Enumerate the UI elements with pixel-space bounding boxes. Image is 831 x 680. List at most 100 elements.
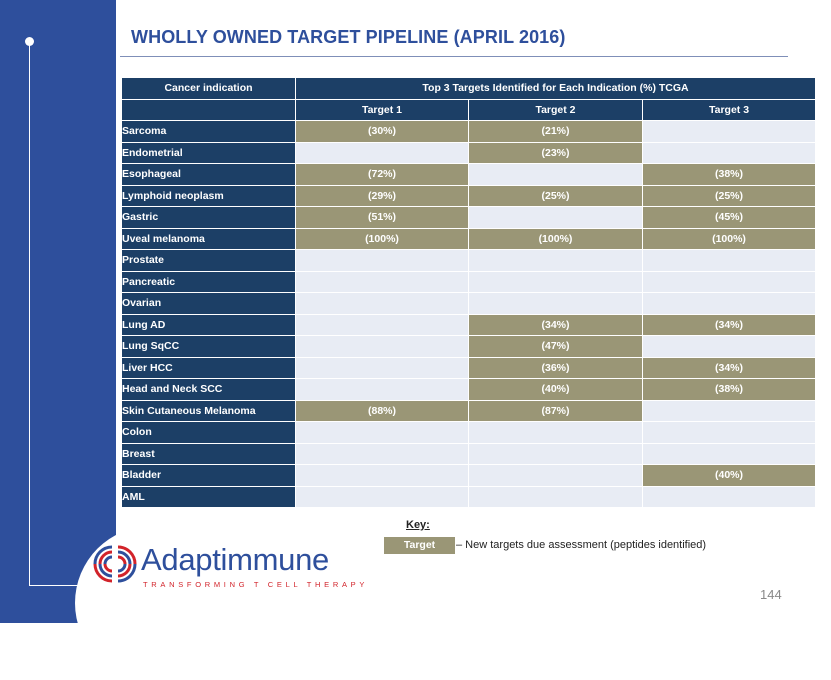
empty-target-cell xyxy=(641,335,817,358)
target-2-header: Target 2 xyxy=(468,98,643,121)
target-percentage-cell: (87%) xyxy=(468,399,643,422)
page-number: 144 xyxy=(760,587,782,602)
target-pipeline-table: Cancer indication Top 3 Targets Identifi… xyxy=(121,77,817,508)
empty-target-cell xyxy=(468,442,643,465)
empty-target-cell xyxy=(295,335,469,358)
indication-cell: Liver HCC xyxy=(121,356,296,379)
table-row: Sarcoma (30%) (21%) xyxy=(121,120,817,143)
empty-target-cell xyxy=(641,442,817,465)
target-percentage-cell: (23%) xyxy=(468,141,643,164)
empty-target-cell xyxy=(641,485,817,508)
target-percentage-cell: (100%) xyxy=(295,227,469,250)
empty-target-cell xyxy=(468,292,643,315)
table-row: Skin Cutaneous Melanoma (88%) (87%) xyxy=(121,399,817,422)
target-percentage-cell: (30%) xyxy=(295,120,469,143)
target-1-header: Target 1 xyxy=(295,98,469,121)
empty-target-cell xyxy=(295,464,469,487)
table-row: AML xyxy=(121,485,817,508)
indication-cell: Sarcoma xyxy=(121,120,296,143)
slide-title: WHOLLY OWNED TARGET PIPELINE (APRIL 2016… xyxy=(131,27,566,47)
decorative-dot xyxy=(25,37,34,46)
target-percentage-cell: (45%) xyxy=(641,206,817,229)
target-percentage-cell: (38%) xyxy=(641,163,817,186)
target-percentage-cell: (34%) xyxy=(641,356,817,379)
decorative-line-horizontal xyxy=(29,585,83,586)
empty-target-cell xyxy=(641,249,817,272)
target-percentage-cell: (25%) xyxy=(641,184,817,207)
table-body: Sarcoma (30%) (21%) Endometrial (23%) Esophag… xyxy=(121,120,817,508)
target-percentage-cell: (34%) xyxy=(468,313,643,336)
empty-target-cell xyxy=(641,141,817,164)
indication-cell: Colon xyxy=(121,421,296,444)
indication-cell: Breast xyxy=(121,442,296,465)
table-row: Pancreatic xyxy=(121,270,817,293)
empty-target-cell xyxy=(295,270,469,293)
adaptimmune-logo-mark-icon xyxy=(93,545,137,583)
empty-target-cell xyxy=(468,421,643,444)
left-decorative-band xyxy=(0,0,116,623)
indication-cell: Uveal melanoma xyxy=(121,227,296,250)
key-description: – New targets due assessment (peptides i… xyxy=(456,539,707,551)
table-row: Lung SqCC (47%) xyxy=(121,335,817,358)
table-row: Breast xyxy=(121,442,817,465)
empty-target-cell xyxy=(295,292,469,315)
company-logo: Adaptimmune TRANSFORMING T CELL THERAPY xyxy=(91,541,364,601)
target-percentage-cell: (40%) xyxy=(468,378,643,401)
targets-group-header: Top 3 Targets Identified for Each Indica… xyxy=(294,77,817,100)
target-percentage-cell: (25%) xyxy=(468,184,643,207)
empty-target-cell xyxy=(468,464,643,487)
table-row: Gastric (51%) (45%) xyxy=(121,206,817,229)
indication-cell: Esophageal xyxy=(121,163,296,186)
target-percentage-cell: (36%) xyxy=(468,356,643,379)
logo-wordmark: Adaptimmune xyxy=(141,542,329,577)
target-percentage-cell: (38%) xyxy=(641,378,817,401)
table-row: Prostate xyxy=(121,249,817,272)
empty-target-cell xyxy=(641,270,817,293)
empty-target-cell xyxy=(295,421,469,444)
target-percentage-cell: (34%) xyxy=(641,313,817,336)
table-row: Lung AD (34%) (34%) xyxy=(121,313,817,336)
target-percentage-cell: (21%) xyxy=(468,120,643,143)
indication-cell: Endometrial xyxy=(121,141,296,164)
empty-target-cell xyxy=(468,485,643,508)
table-row: Colon xyxy=(121,421,817,444)
target-percentage-cell: (51%) xyxy=(295,206,469,229)
key-label: Key: xyxy=(406,519,430,531)
empty-target-cell xyxy=(468,206,643,229)
empty-target-cell xyxy=(641,399,817,422)
table-row: Endometrial (23%) xyxy=(121,141,817,164)
key-target-swatch: Target xyxy=(384,537,455,554)
indication-cell: Gastric xyxy=(121,206,296,229)
indication-cell: Head and Neck SCC xyxy=(121,378,296,401)
target-percentage-cell: (88%) xyxy=(295,399,469,422)
table-row: Lymphoid neoplasm (29%) (25%) (25%) xyxy=(121,184,817,207)
target-percentage-cell: (29%) xyxy=(295,184,469,207)
target-percentage-cell: (100%) xyxy=(641,227,817,250)
indication-cell: Ovarian xyxy=(121,292,296,315)
table-row: Uveal melanoma (100%) (100%) (100%) xyxy=(121,227,817,250)
title-divider xyxy=(120,56,788,57)
indication-cell: Lung SqCC xyxy=(121,335,296,358)
indication-cell: Bladder xyxy=(121,464,296,487)
target-3-header: Target 3 xyxy=(641,98,817,121)
table-row: Ovarian xyxy=(121,292,817,315)
empty-target-cell xyxy=(468,270,643,293)
empty-target-cell xyxy=(295,485,469,508)
table-row: Head and Neck SCC (40%) (38%) xyxy=(121,378,817,401)
header-spacer xyxy=(121,98,296,121)
empty-target-cell xyxy=(641,292,817,315)
empty-target-cell xyxy=(468,163,643,186)
empty-target-cell xyxy=(295,141,469,164)
empty-target-cell xyxy=(295,442,469,465)
empty-target-cell xyxy=(641,120,817,143)
table-row: Bladder (40%) xyxy=(121,464,817,487)
empty-target-cell xyxy=(295,356,469,379)
indication-cell: Skin Cutaneous Melanoma xyxy=(121,399,296,422)
target-percentage-cell: (72%) xyxy=(295,163,469,186)
decorative-line-vertical xyxy=(29,42,30,586)
indication-cell: Pancreatic xyxy=(121,270,296,293)
indication-cell: Lymphoid neoplasm xyxy=(121,184,296,207)
target-percentage-cell: (47%) xyxy=(468,335,643,358)
indication-column-header: Cancer indication xyxy=(121,77,296,100)
empty-target-cell xyxy=(295,378,469,401)
